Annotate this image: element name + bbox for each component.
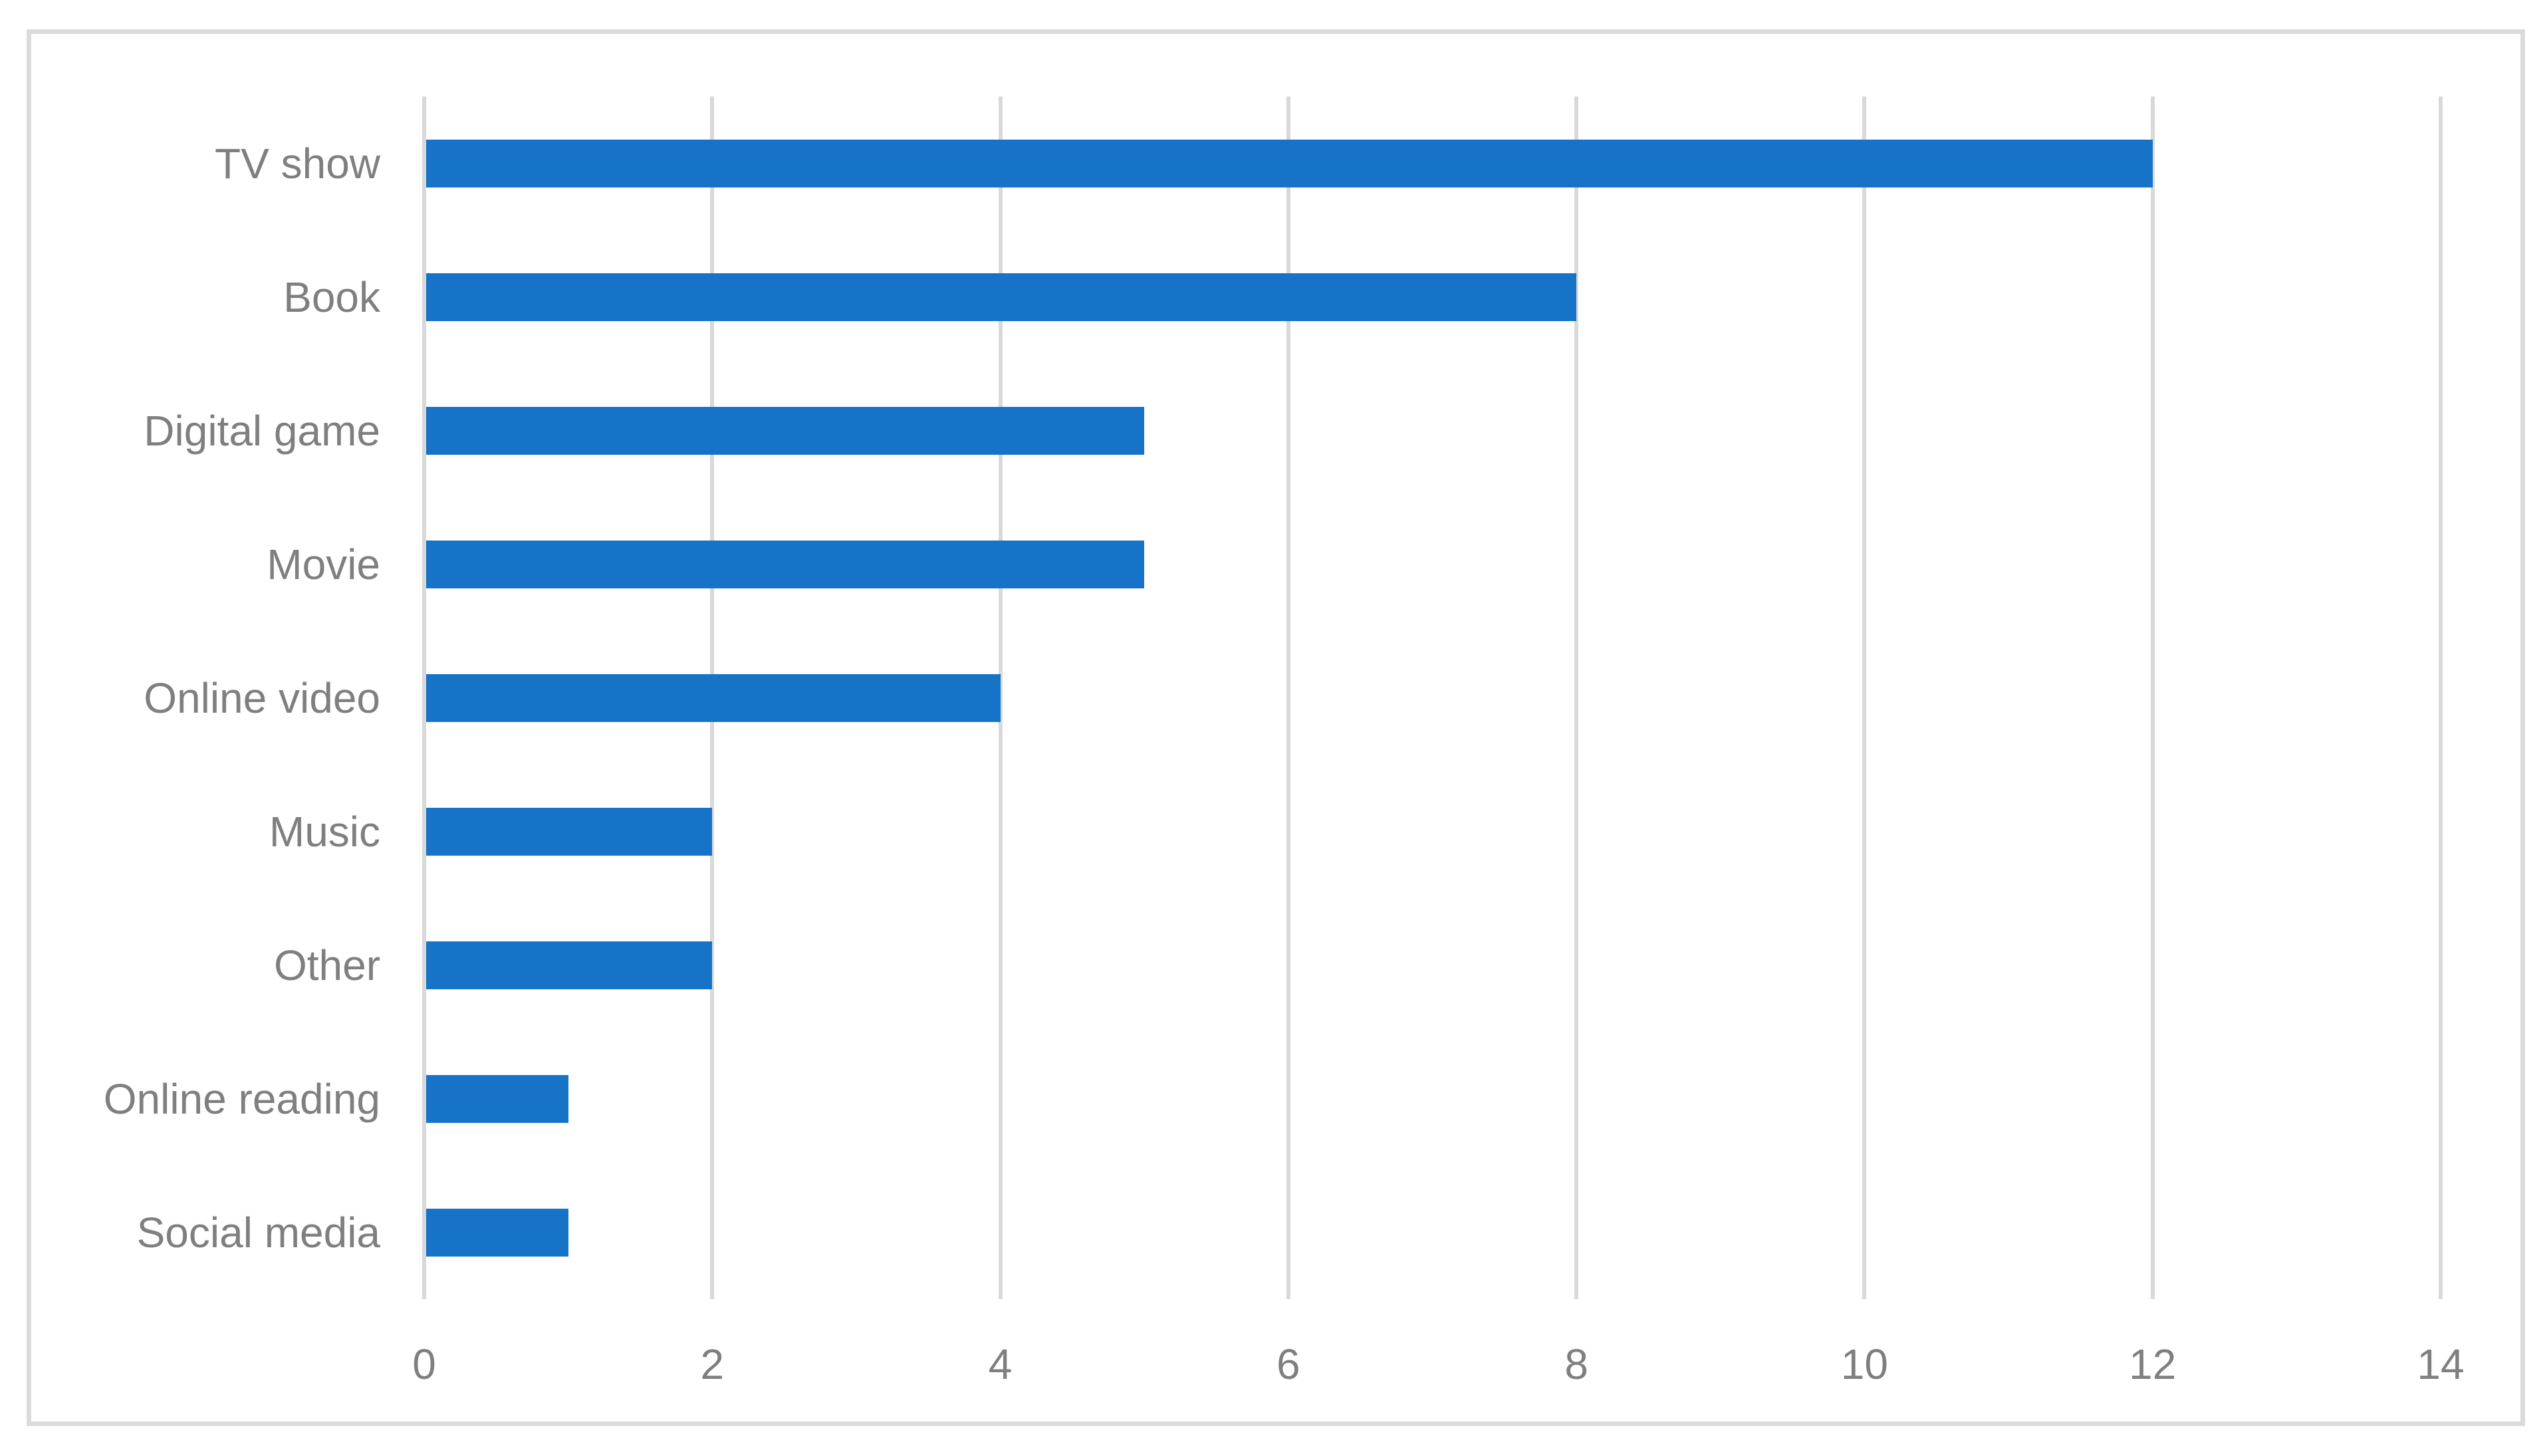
x-tick-label-0: 0 [412,1340,436,1388]
x-tick-label-2: 2 [700,1340,725,1388]
bar-book [426,273,1577,321]
gridline-x-6 [1286,96,1290,1299]
bar-tv-show [426,139,2153,187]
bar-other [426,941,713,989]
category-label-other: Other [273,941,380,989]
x-tick-label-10: 10 [1840,1340,1889,1388]
category-label-tv-show: TV show [215,139,380,187]
category-label-social-media: Social media [136,1208,380,1257]
x-tick-label-12: 12 [2129,1340,2177,1388]
chart-frame: TV show Book Digital game Movie Online video… [27,29,2525,1426]
gridline-x-12 [2150,96,2155,1299]
category-label-book: Book [283,273,380,321]
x-tick-label-8: 8 [1564,1340,1588,1388]
gridline-x-14 [2439,96,2443,1299]
bar-social-media [426,1208,568,1257]
bar-digital-game [426,406,1145,455]
category-label-digital-game: Digital game [144,406,380,455]
plot-area [422,96,2443,1299]
bar-movie [426,540,1145,588]
category-label-online-reading: Online reading [103,1074,380,1123]
x-tick-label-14: 14 [2417,1340,2465,1388]
category-label-online-video: Online video [144,673,380,722]
x-tick-label-6: 6 [1276,1340,1300,1388]
category-axis: TV show Book Digital game Movie Online video… [5,96,380,1299]
gridline-x-10 [1862,96,1867,1299]
gridline-x-0 [422,96,426,1299]
x-tick-label-4: 4 [988,1340,1013,1388]
bar-online-reading [426,1074,568,1123]
gridline-x-8 [1574,96,1579,1299]
value-axis: 0 2 4 6 8 10 12 14 [412,1324,2464,1404]
category-label-music: Music [269,807,380,856]
bar-music [426,807,713,856]
category-label-movie: Movie [267,540,380,588]
gridline-x-4 [998,96,1003,1299]
bar-online-video [426,673,1001,722]
